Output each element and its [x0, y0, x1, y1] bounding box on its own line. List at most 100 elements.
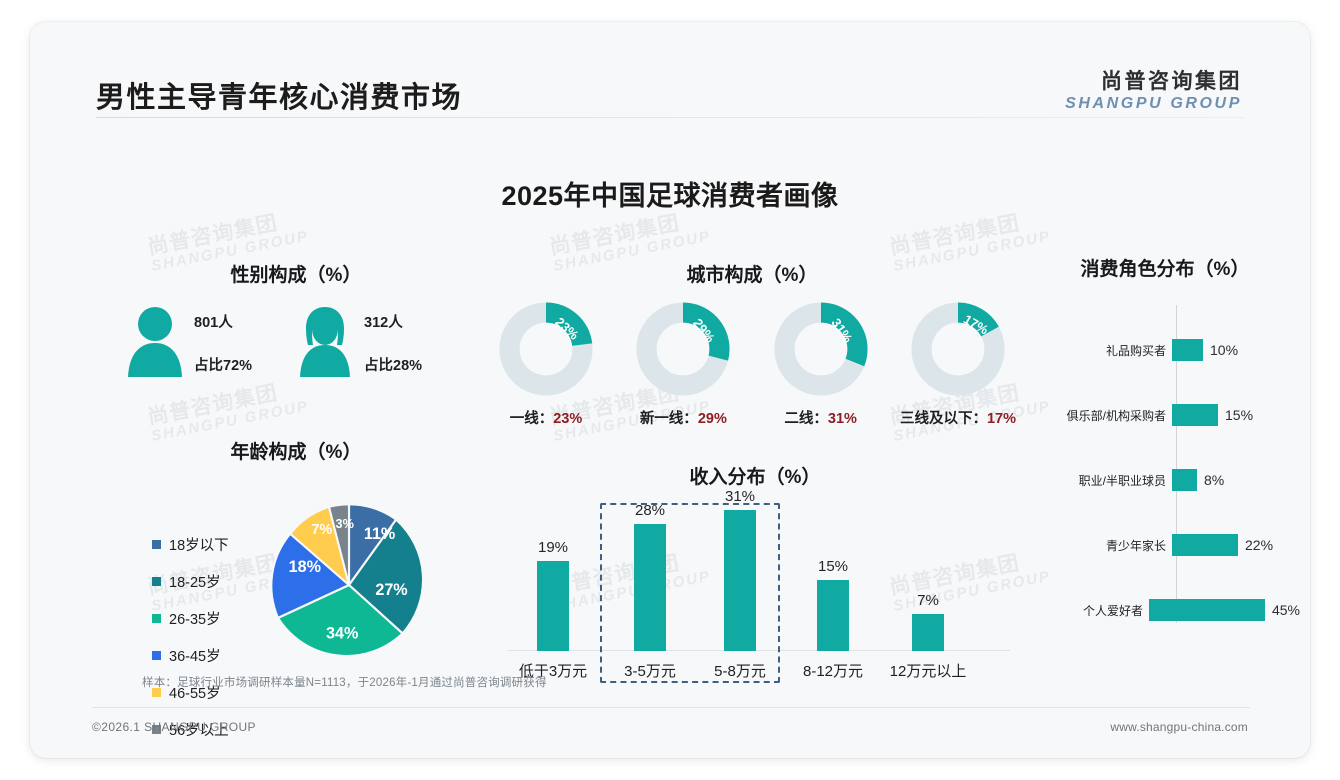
pie-value-46to55: 7% — [311, 522, 332, 538]
donut-chart-newtier1: 29% — [635, 301, 731, 397]
legend-swatch-icon — [152, 725, 161, 734]
footer-divider — [92, 707, 1250, 708]
pie-value-56plus: 3% — [336, 516, 354, 531]
role-label-1: 俱乐部/机构采购者 — [1066, 408, 1166, 423]
role-bar-1 — [1172, 404, 1218, 426]
role-bar-4 — [1148, 599, 1265, 621]
city-item-tier1: 23% 一线：23% — [482, 301, 610, 428]
gender-female-share: 占比28% — [364, 358, 423, 374]
gender-male-text: 801人 占比72% — [194, 305, 252, 375]
role-value-0: 10% — [1210, 342, 1239, 358]
roles-axis-line — [1176, 305, 1177, 623]
brand-logo: 尚普咨询集团 SHANGPU GROUP — [1065, 70, 1242, 113]
pie-value-26to35: 34% — [326, 625, 358, 643]
page-title: 男性主导青年核心消费市场 — [96, 82, 463, 114]
bar-category-income-2: 5-8万元 — [714, 663, 766, 680]
bar-column-income-2: 31% 5-8万元 — [695, 488, 785, 685]
city-panel-title: 城市构成（%） — [686, 265, 818, 286]
bar-value-income-4: 7% — [917, 592, 939, 609]
bar-income-1 — [634, 524, 666, 651]
legend-item: 18-25岁 — [152, 571, 229, 592]
role-bar-2 — [1172, 469, 1197, 491]
role-row-0: 礼品购买者 10% — [1030, 337, 1300, 363]
city-item-tier2: 31% 二线：31% — [757, 301, 885, 428]
legend-swatch-icon — [152, 577, 161, 586]
bar-income-2 — [724, 510, 756, 651]
brand-logo-en: SHANGPU GROUP — [1065, 95, 1242, 113]
bar-column-income-0: 19% 低于3万元 — [508, 495, 598, 685]
gender-panel: 性别构成（%） 801人 占比72% — [126, 260, 466, 377]
legend-label: 18-25岁 — [169, 575, 221, 591]
income-panel-title: 收入分布（%） — [689, 467, 821, 488]
bar-category-income-0: 低于3万元 — [518, 663, 588, 680]
slide-header: 男性主导青年核心消费市场 尚普咨询集团 SHANGPU GROUP — [30, 22, 1310, 118]
city-value-tier3: 17% — [986, 411, 1016, 427]
role-value-4: 45% — [1271, 602, 1300, 618]
age-panel-title: 年龄构成（%） — [230, 442, 362, 463]
role-bar-3 — [1172, 534, 1238, 556]
bar-category-income-1: 3-5万元 — [624, 663, 676, 680]
city-label-tier1: 一线： — [509, 411, 554, 427]
legend-label: 46-55岁 — [169, 686, 221, 702]
role-label-0: 礼品购买者 — [1105, 343, 1166, 358]
legend-item: 18岁以下 — [152, 534, 229, 555]
bar-income-3 — [817, 580, 849, 651]
legend-item: 46-55岁 — [152, 682, 229, 703]
donut-chart-tier3: 17% — [910, 301, 1006, 397]
legend-swatch-icon — [152, 651, 161, 660]
gender-rows: 801人 占比72% 312人 占比28% — [126, 305, 466, 377]
brand-logo-cn: 尚普咨询集团 — [1101, 70, 1242, 93]
male-silhouette-icon — [126, 305, 184, 377]
city-value-tier2: 31% — [827, 411, 857, 427]
age-legend: 18岁以下 18-25岁 26-35岁 36-45岁 46-55岁 — [152, 534, 229, 756]
role-value-2: 8% — [1204, 472, 1225, 488]
legend-swatch-icon — [152, 540, 161, 549]
bar-value-income-3: 15% — [817, 558, 849, 575]
bar-category-income-4: 12万元以上 — [889, 663, 967, 680]
pie-value-18under: 11% — [364, 525, 395, 543]
gender-female-text: 312人 占比28% — [364, 305, 422, 375]
role-bar-wrap-2: 8% — [1172, 469, 1300, 491]
bar-chart-income: 19% 低于3万元 28% 3-5万元 31% 5-8万元 15% 8-12万元 — [500, 488, 1010, 685]
bar-column-income-4: 7% 12万元以上 — [883, 495, 973, 685]
role-bar-0 — [1172, 339, 1203, 361]
bar-income-4 — [912, 614, 944, 651]
city-item-tier3: 17% 三线及以下：17% — [894, 301, 1022, 428]
female-silhouette-icon — [296, 305, 354, 377]
city-value-tier1: 23% — [553, 411, 583, 427]
age-chart-body: 18岁以下 18-25岁 26-35岁 36-45岁 46-55岁 — [126, 476, 466, 739]
footer-website[interactable]: www.shangpu-china.com — [1110, 720, 1248, 734]
footer-copyright: ©2026.1 SHANGPU GROUP — [92, 720, 256, 734]
bar-chart-roles: 礼品购买者 10% 俱乐部/机构采购者 15% 职业/半职业球员 8% — [1030, 297, 1300, 627]
watermark: 尚普咨询集团 SHANGPU GROUP — [145, 381, 311, 445]
legend-swatch-icon — [152, 614, 161, 623]
bar-value-income-0: 19% — [537, 539, 569, 556]
city-caption-tier1: 一线：23% — [482, 407, 610, 428]
gender-female-count: 312人 — [364, 315, 403, 331]
role-row-1: 俱乐部/机构采购者 15% — [1030, 402, 1300, 428]
sample-footnote: 样本：足球行业市场调研样本量N=1113，于2026年-1月通过尚普咨询调研获得 — [142, 677, 547, 689]
role-label-4: 个人爱好者 — [1082, 603, 1143, 618]
legend-item: 36-45岁 — [152, 645, 229, 666]
gender-item-male: 801人 占比72% — [126, 305, 296, 377]
bar-category-income-3: 8-12万元 — [802, 663, 864, 680]
legend-swatch-icon — [152, 688, 161, 697]
legend-label: 26-35岁 — [169, 612, 221, 628]
roles-panel-title: 消费角色分布（%） — [1080, 259, 1250, 280]
role-label-2: 职业/半职业球员 — [1078, 473, 1166, 488]
city-label-tier3: 三线及以下： — [899, 411, 987, 427]
legend-label: 36-45岁 — [169, 649, 221, 665]
role-bar-wrap-4: 45% — [1148, 599, 1300, 621]
city-donut-row: 23% 一线：23% 29% 新一线：29% — [482, 301, 1022, 428]
header-divider — [96, 117, 1244, 118]
role-row-3: 青少年家长 22% — [1030, 532, 1300, 558]
role-bar-wrap-0: 10% — [1172, 339, 1300, 361]
city-caption-tier3: 三线及以下：17% — [894, 407, 1022, 428]
infographic-slide: 尚普咨询集团 SHANGPU GROUP 尚普咨询集团 SHANGPU GROUP … — [30, 22, 1310, 758]
city-value-newtier1: 29% — [697, 411, 727, 427]
income-highlight-box — [600, 503, 780, 683]
bar-value-income-2: 31% — [724, 488, 756, 505]
pie-value-36to45: 18% — [289, 558, 321, 576]
legend-label: 18岁以下 — [169, 538, 229, 554]
city-label-newtier1: 新一线： — [639, 411, 698, 427]
